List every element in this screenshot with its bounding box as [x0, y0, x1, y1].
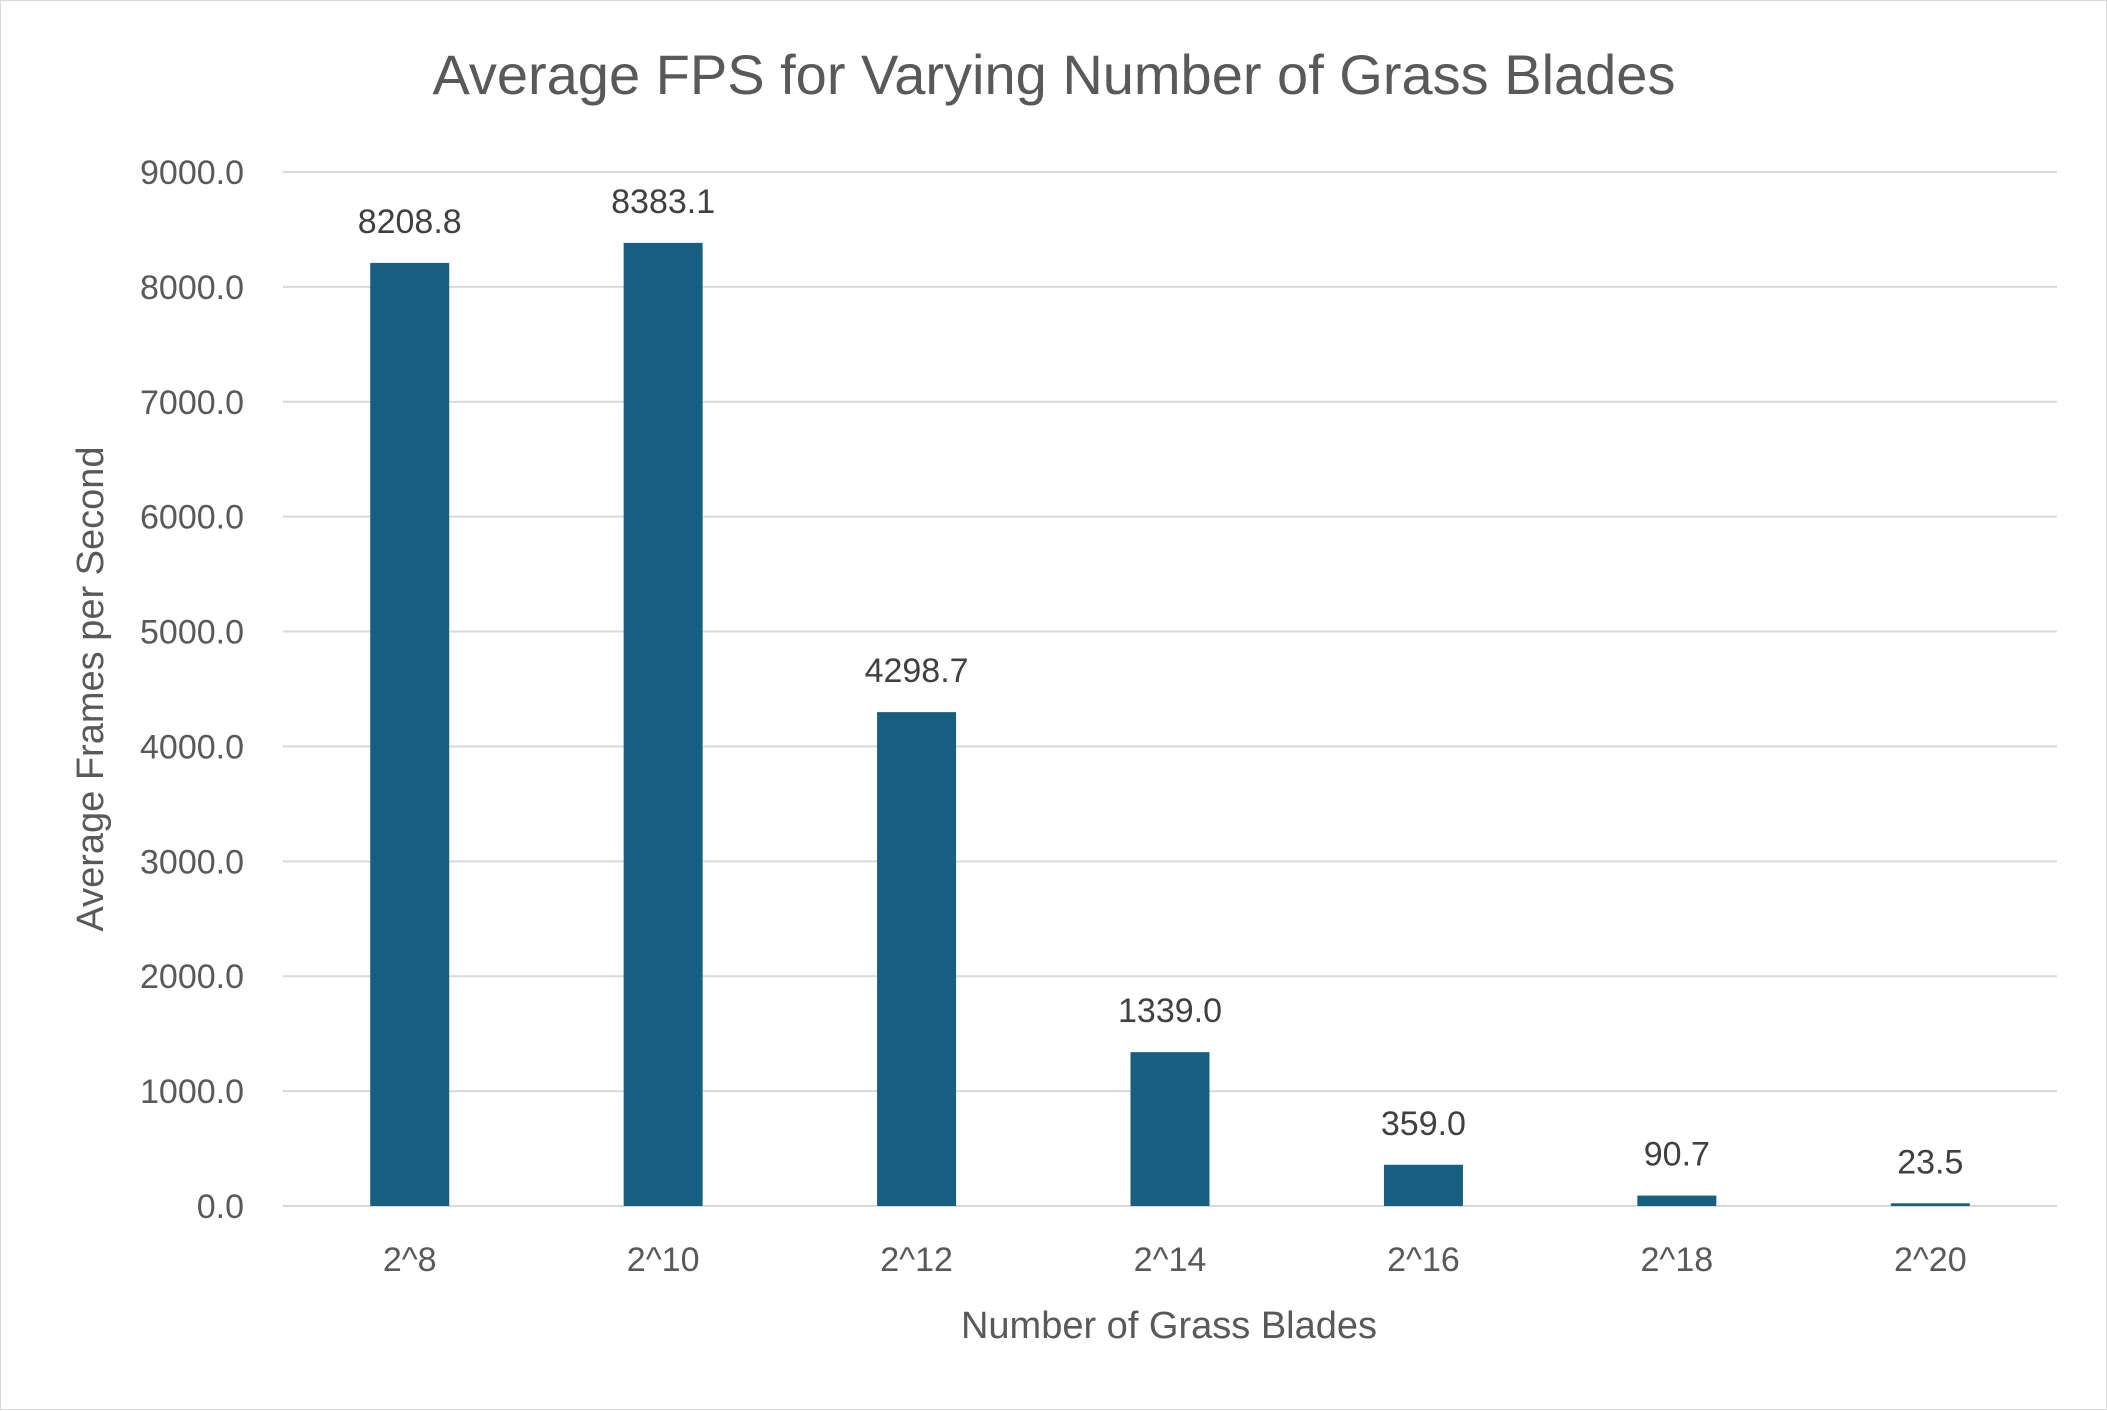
data-labels: 8208.8 8383.1 4298.7 1339.0 359.0 90.7 23.5 — [358, 183, 1964, 1181]
x-tick-label: 2^20 — [1894, 1241, 1967, 1279]
y-tick-label: 7000.0 — [140, 384, 244, 422]
data-label: 8208.8 — [358, 203, 462, 241]
bar — [623, 242, 703, 1207]
x-tick-label: 2^16 — [1387, 1241, 1460, 1279]
x-tick-label: 2^8 — [383, 1241, 437, 1279]
gridlines — [283, 171, 2057, 1207]
y-tick-label: 6000.0 — [140, 499, 244, 537]
bar — [877, 712, 957, 1206]
data-label: 359.0 — [1381, 1105, 1466, 1143]
data-label: 4298.7 — [865, 652, 969, 690]
y-tick-label: 5000.0 — [140, 614, 244, 652]
y-tick-label: 8000.0 — [140, 269, 244, 307]
y-axis-title: Average Frames per Second — [70, 446, 112, 931]
data-label: 23.5 — [1897, 1143, 1963, 1181]
x-tick-label: 2^18 — [1641, 1241, 1714, 1279]
bar — [1637, 1195, 1717, 1206]
bars — [370, 242, 1970, 1207]
x-axis-title: Number of Grass Blades — [961, 1305, 1377, 1347]
bar — [370, 262, 450, 1206]
y-axis-ticks: 0.0 1000.0 2000.0 3000.0 4000.0 5000.0 6000.0 7… — [140, 154, 244, 1226]
data-label: 1339.0 — [1118, 992, 1222, 1030]
x-tick-label: 2^12 — [880, 1241, 953, 1279]
bar — [1383, 1164, 1463, 1206]
data-label: 90.7 — [1644, 1136, 1710, 1174]
y-tick-label: 0.0 — [197, 1188, 244, 1226]
y-tick-label: 3000.0 — [140, 843, 244, 881]
y-tick-label: 4000.0 — [140, 728, 244, 766]
data-label: 8383.1 — [611, 183, 715, 221]
bar — [1130, 1052, 1210, 1206]
chart-title: Average FPS for Varying Number of Grass … — [433, 43, 1676, 106]
x-tick-label: 2^10 — [627, 1241, 700, 1279]
x-tick-label: 2^14 — [1134, 1241, 1207, 1279]
y-tick-label: 1000.0 — [140, 1073, 244, 1111]
y-tick-label: 9000.0 — [140, 154, 244, 192]
x-axis-ticks: 2^8 2^10 2^12 2^14 2^16 2^18 2^20 — [383, 1241, 1967, 1279]
y-tick-label: 2000.0 — [140, 958, 244, 996]
bar — [1890, 1203, 1970, 1206]
